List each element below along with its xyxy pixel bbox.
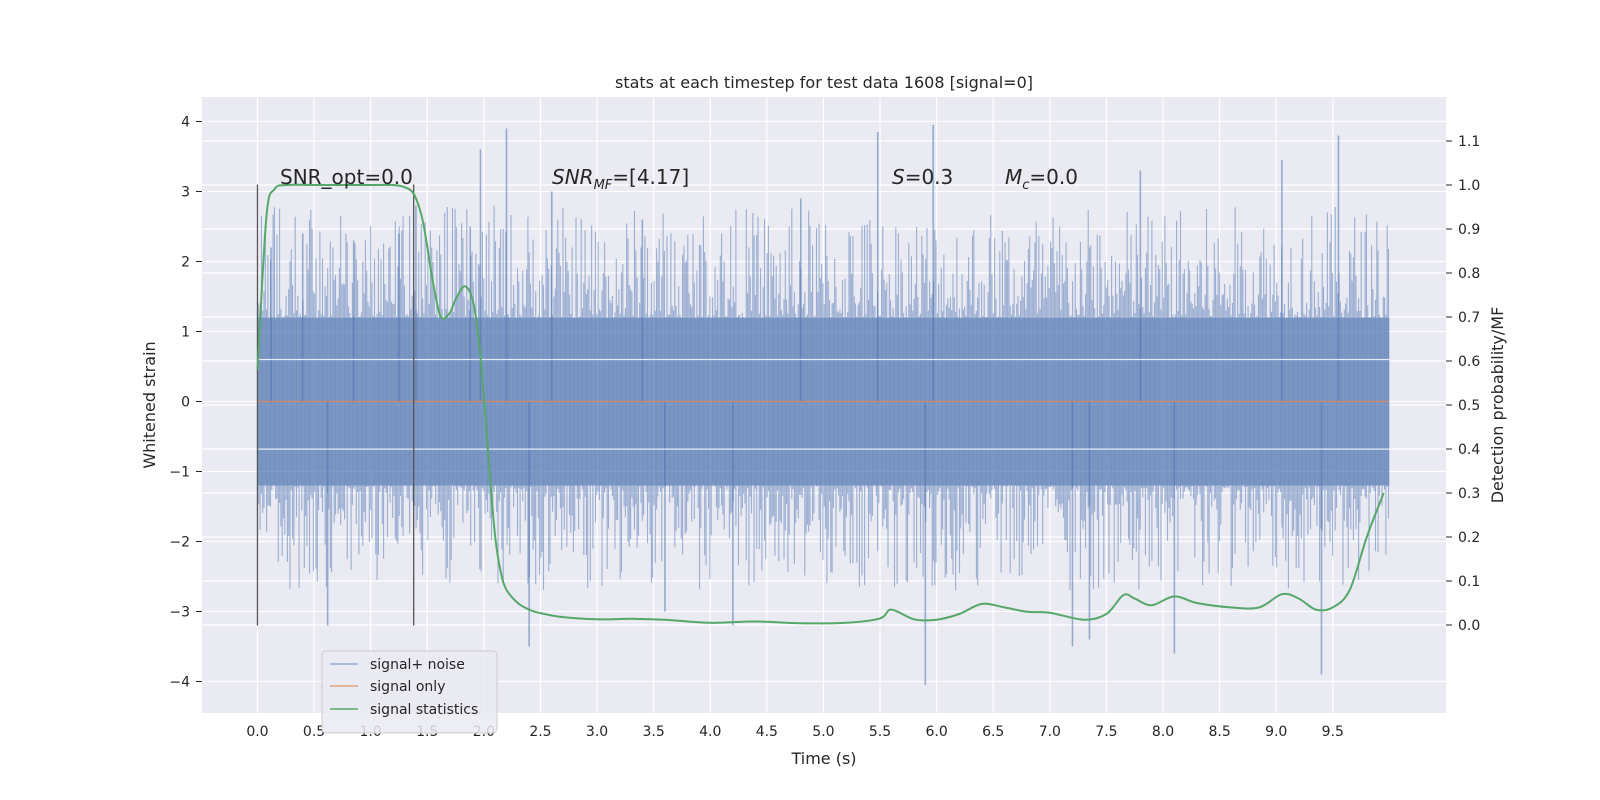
y2-tick-label-6: 0.5 (1458, 398, 1480, 414)
y-tick-label-6: −2 (169, 535, 190, 551)
x-axis-label: Time (s) (790, 749, 856, 768)
annotation-s-rest: =0.3 (905, 165, 954, 189)
x-tick-label-12: 6.0 (925, 724, 947, 740)
x-tick-label-5: 2.5 (529, 724, 551, 740)
legend-box (321, 650, 498, 734)
annotation-s-main: S (892, 165, 905, 189)
y-tick-label-3: 1 (181, 325, 190, 341)
y2-tick-label-10: 0.1 (1458, 574, 1480, 590)
y2-tick-label-3: 0.8 (1458, 266, 1480, 282)
y-tick-label-7: −3 (169, 605, 190, 621)
x-tick-label-8: 4.0 (699, 724, 721, 740)
y2-tick-label-9: 0.2 (1458, 530, 1480, 546)
x-tick-label-6: 3.0 (586, 724, 608, 740)
annotation-s: S=0.3 (892, 165, 953, 189)
annotation-mc-main: M (1005, 165, 1022, 189)
y2-tick-label-0: 1.1 (1458, 134, 1480, 150)
y-tick-label-4: 0 (181, 395, 190, 411)
annotation-mc-rest: =0.0 (1029, 165, 1078, 189)
x-tick-label-17: 8.5 (1208, 724, 1230, 740)
y-tick-label-0: 4 (181, 115, 190, 131)
y2-tick-label-4: 0.7 (1458, 310, 1480, 326)
y-tick-label-1: 3 (181, 185, 190, 201)
y2-axis-label: Detection probability/MF (1488, 307, 1507, 504)
x-tick-label-19: 9.5 (1322, 724, 1344, 740)
x-tick-label-9: 4.5 (756, 724, 778, 740)
x-tick-label-7: 3.5 (643, 724, 665, 740)
x-axis-ticks: 0.00.51.01.52.02.53.03.54.04.55.05.56.06… (246, 724, 1344, 740)
x-tick-label-0: 0.0 (246, 724, 268, 740)
y2-tick-label-8: 0.3 (1458, 486, 1480, 502)
y-axis-ticks: 4 3 2 1 0 −1 −2 −3 −4 (169, 115, 202, 691)
y2-tick-label-11: 0.0 (1458, 618, 1480, 634)
x-tick-label-13: 6.5 (982, 724, 1004, 740)
annotation-snr-mf-sub: MF (594, 178, 613, 193)
annotation-snr-mf-rest: =[4.17] (612, 165, 689, 189)
annotation-snr-mf: SNRMF=[4.17] (552, 165, 689, 193)
y2-tick-label-5: 0.6 (1458, 354, 1480, 370)
y2-tick-label-7: 0.4 (1458, 442, 1480, 458)
y-tick-label-2: 2 (181, 255, 190, 271)
annotation-mc-sub: c (1022, 178, 1029, 193)
y2-axis-ticks: 1.1 1.0 0.9 0.8 0.7 0.6 0.5 0.4 0.3 0.2 0.1 0.0 (1446, 134, 1480, 634)
x-tick-label-14: 7.0 (1039, 724, 1061, 740)
y2-tick-label-2: 0.9 (1458, 222, 1480, 238)
legend-label-signal: signal only (370, 679, 445, 695)
y2-tick-label-1: 1.0 (1458, 178, 1480, 194)
x-tick-label-16: 8.0 (1152, 724, 1174, 740)
x-tick-label-18: 9.0 (1265, 724, 1287, 740)
legend: signal+ noise signal only signal statist… (321, 650, 498, 734)
legend-label-statistics: signal statistics (370, 702, 478, 718)
annotation-snr-mf-main: SNR (552, 165, 594, 189)
legend-label-noise: signal+ noise (370, 657, 465, 673)
chart-title: stats at each timestep for test data 160… (615, 73, 1033, 92)
annotation-mc: Mc=0.0 (1005, 165, 1078, 193)
y-tick-label-5: −1 (169, 465, 190, 481)
x-tick-label-10: 5.0 (812, 724, 834, 740)
x-tick-label-15: 7.5 (1095, 724, 1117, 740)
x-tick-label-1: 0.5 (303, 724, 325, 740)
y-tick-label-8: −4 (169, 675, 190, 691)
marker-layer (256, 184, 415, 626)
x-tick-label-11: 5.5 (869, 724, 891, 740)
y-axis-label: Whitened strain (140, 341, 159, 468)
statistics-series (256, 183, 1385, 625)
statistics-line (256, 183, 1385, 625)
annotation-snr-opt: SNR_opt=0.0 (280, 165, 413, 189)
